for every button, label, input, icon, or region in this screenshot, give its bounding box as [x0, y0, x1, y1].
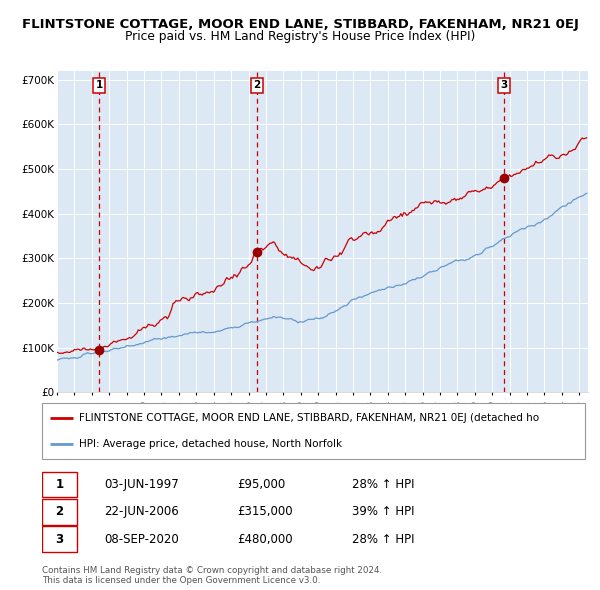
Text: 2: 2	[253, 80, 260, 90]
Text: 3: 3	[500, 80, 508, 90]
FancyBboxPatch shape	[42, 526, 77, 552]
Text: 2: 2	[56, 505, 64, 519]
Text: Price paid vs. HM Land Registry's House Price Index (HPI): Price paid vs. HM Land Registry's House …	[125, 30, 475, 43]
Text: HPI: Average price, detached house, North Norfolk: HPI: Average price, detached house, Nort…	[79, 439, 342, 449]
Text: £315,000: £315,000	[238, 505, 293, 519]
Text: 22-JUN-2006: 22-JUN-2006	[104, 505, 179, 519]
Text: 39% ↑ HPI: 39% ↑ HPI	[352, 505, 414, 519]
Text: FLINTSTONE COTTAGE, MOOR END LANE, STIBBARD, FAKENHAM, NR21 0EJ (detached ho: FLINTSTONE COTTAGE, MOOR END LANE, STIBB…	[79, 413, 539, 423]
FancyBboxPatch shape	[42, 499, 77, 525]
Text: 3: 3	[56, 533, 64, 546]
Text: 1: 1	[95, 80, 103, 90]
Text: 28% ↑ HPI: 28% ↑ HPI	[352, 478, 414, 491]
Text: 08-SEP-2020: 08-SEP-2020	[104, 533, 179, 546]
FancyBboxPatch shape	[42, 403, 585, 459]
Text: £95,000: £95,000	[238, 478, 286, 491]
Text: 1: 1	[56, 478, 64, 491]
Text: This data is licensed under the Open Government Licence v3.0.: This data is licensed under the Open Gov…	[42, 576, 320, 585]
Text: FLINTSTONE COTTAGE, MOOR END LANE, STIBBARD, FAKENHAM, NR21 0EJ: FLINTSTONE COTTAGE, MOOR END LANE, STIBB…	[22, 18, 578, 31]
Text: £480,000: £480,000	[238, 533, 293, 546]
FancyBboxPatch shape	[42, 471, 77, 497]
Text: Contains HM Land Registry data © Crown copyright and database right 2024.: Contains HM Land Registry data © Crown c…	[42, 566, 382, 575]
Text: 28% ↑ HPI: 28% ↑ HPI	[352, 533, 414, 546]
Text: 03-JUN-1997: 03-JUN-1997	[104, 478, 179, 491]
